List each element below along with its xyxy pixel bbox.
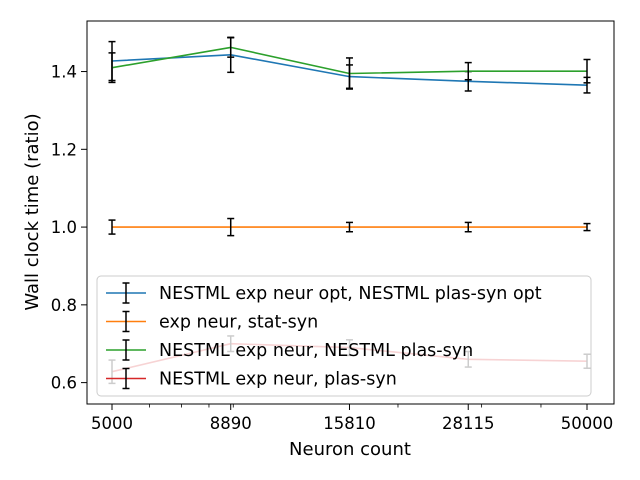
error-bar: [227, 217, 235, 237]
legend-label: NESTML exp neur, NESTML plas-syn: [159, 341, 473, 361]
legend-entry: NESTML exp neur opt, NESTML plas-syn opt: [106, 282, 542, 304]
x-tick-label: 8890: [210, 414, 252, 433]
y-tick-label: 1.2: [51, 140, 77, 159]
error-bar: [345, 57, 353, 90]
legend: NESTML exp neur opt, NESTML plas-syn opt…: [96, 275, 592, 397]
y-tick-label: 1.4: [51, 63, 77, 82]
legend-label: NESTML exp neur opt, NESTML plas-syn opt: [159, 284, 542, 304]
x-tick-label: 50000: [561, 414, 614, 433]
error-bar: [227, 36, 235, 58]
y-tick-label: 0.8: [51, 296, 77, 315]
error-bar: [464, 221, 472, 233]
error-bar: [583, 58, 591, 84]
x-axis-label: Neuron count: [289, 439, 411, 460]
x-tick-label: 15810: [323, 414, 376, 433]
y-axis-label: Wall clock time (ratio): [22, 113, 43, 310]
error-bar: [108, 219, 116, 235]
x-tick-label: 5000: [91, 414, 133, 433]
axis-ticks: 5000 8890 15810 28115 50000 0.6 0.8 1.0 1.2 1.4: [51, 63, 614, 433]
legend-label: NESTML exp neur, plas-syn: [159, 370, 397, 390]
legend-box: [96, 275, 592, 397]
legend-entry: NESTML exp neur, plas-syn: [106, 367, 397, 390]
error-bar: [464, 61, 472, 81]
error-bar: [583, 222, 591, 232]
legend-label: exp neur, stat-syn: [159, 313, 318, 333]
legend-entry: NESTML exp neur, NESTML plas-syn: [106, 339, 473, 361]
error-bar: [108, 52, 116, 84]
error-bar: [345, 221, 353, 233]
y-tick-label: 0.6: [51, 374, 77, 393]
y-tick-label: 1.0: [51, 218, 77, 237]
legend-entry: exp neur, stat-syn: [106, 310, 318, 333]
axes-frame: [86, 20, 615, 405]
x-tick-label: 28115: [442, 414, 495, 433]
